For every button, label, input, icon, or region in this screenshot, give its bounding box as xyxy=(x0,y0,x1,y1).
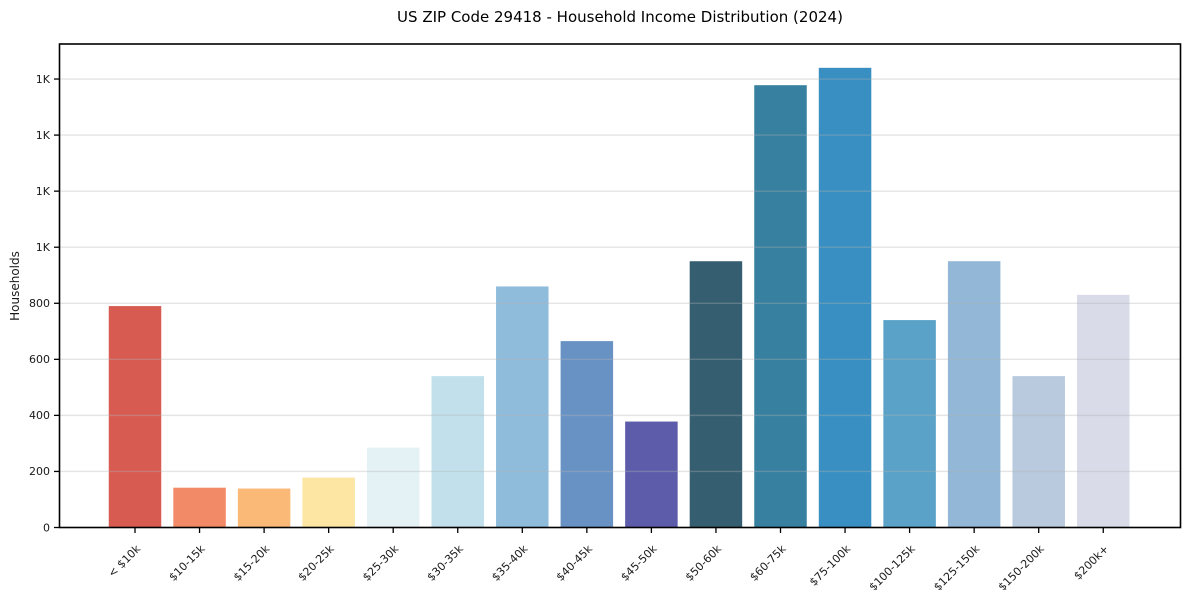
x-tick-label: $150-200k xyxy=(996,542,1048,590)
y-tick-label: 1K xyxy=(36,73,51,86)
bar-$150-200k xyxy=(1012,376,1065,528)
y-tick-label: 1K xyxy=(36,241,51,254)
x-tick-label: $35-40k xyxy=(489,542,531,584)
x-tick-label: $10-15k xyxy=(166,542,208,584)
y-tick-label: 1K xyxy=(36,129,51,142)
x-tick-label: $25-30k xyxy=(360,542,402,584)
bar-< $10k xyxy=(108,306,162,528)
bar-$15-20k xyxy=(237,488,291,528)
bar-$25-30k xyxy=(366,447,420,528)
x-tick-label: $75-100k xyxy=(807,542,854,589)
x-tick-label: $50-60k xyxy=(683,542,725,584)
y-tick-label: 1K xyxy=(36,185,51,198)
x-tick-label: $45-50k xyxy=(618,542,660,584)
bar-$20-25k xyxy=(302,477,355,528)
bar-$125-150k xyxy=(947,261,1001,528)
y-tick-label: 800 xyxy=(29,297,50,310)
bar-$200k+ xyxy=(1077,294,1130,528)
x-tick-label: $40-45k xyxy=(554,542,596,584)
y-tick-label: 400 xyxy=(29,409,50,422)
x-tick-label: $125-150k xyxy=(931,542,983,590)
bar-$40-45k xyxy=(560,341,614,528)
y-tick-label: 0 xyxy=(43,521,50,534)
chart-title: US ZIP Code 29418 - Household Income Dis… xyxy=(397,8,843,26)
bar-$30-35k xyxy=(431,376,484,528)
x-tick-label: $200k+ xyxy=(1071,542,1111,582)
y-tick-label: 600 xyxy=(29,353,50,366)
y-tick-label: 200 xyxy=(29,465,50,478)
bar-$60-75k xyxy=(754,85,807,528)
x-tick-label: $60-75k xyxy=(747,542,789,584)
x-tick-label: $20-25k xyxy=(296,542,338,584)
x-tick-label: < $10k xyxy=(106,542,144,580)
bar-$45-50k xyxy=(625,421,678,528)
x-tick-label: $100-125k xyxy=(867,542,919,590)
x-tick-label: $15-20k xyxy=(231,542,273,584)
plot-border xyxy=(58,43,1182,529)
bar-$35-40k xyxy=(496,286,549,528)
bar-$75-100k xyxy=(818,67,872,528)
bar-$50-60k xyxy=(689,261,743,528)
bar-$100-125k xyxy=(883,320,936,528)
bar-$10-15k xyxy=(173,487,226,528)
x-tick-label: $30-35k xyxy=(425,542,467,584)
